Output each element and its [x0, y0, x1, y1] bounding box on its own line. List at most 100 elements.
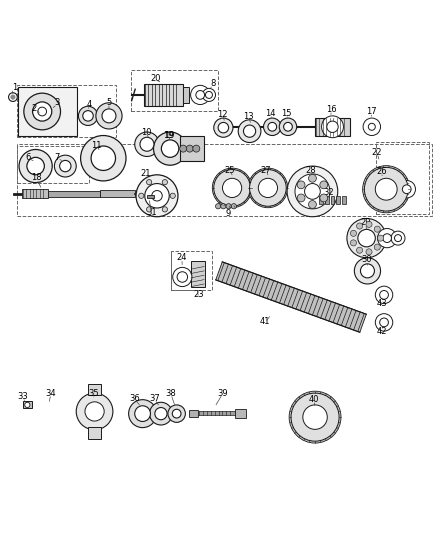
Circle shape [91, 146, 116, 171]
Bar [191, 261, 205, 287]
Circle shape [358, 229, 375, 247]
Bar [22, 401, 32, 408]
Circle shape [248, 168, 288, 208]
Bar [376, 142, 428, 214]
Text: 1: 1 [12, 83, 17, 92]
Circle shape [289, 391, 341, 443]
Circle shape [177, 272, 187, 282]
Text: 7: 7 [55, 153, 60, 162]
Circle shape [350, 240, 357, 246]
Circle shape [83, 111, 93, 121]
Text: 5: 5 [106, 98, 112, 107]
Circle shape [147, 180, 152, 185]
Text: 16: 16 [326, 105, 337, 114]
Bar [21, 189, 48, 198]
Circle shape [284, 123, 292, 131]
Circle shape [374, 244, 380, 250]
Circle shape [364, 167, 408, 211]
Circle shape [139, 193, 144, 198]
Bar [342, 196, 346, 204]
Circle shape [366, 221, 372, 228]
Circle shape [170, 193, 175, 198]
Text: 19: 19 [163, 131, 174, 140]
Text: 22: 22 [372, 148, 382, 157]
Text: 37: 37 [149, 394, 160, 403]
Circle shape [375, 313, 393, 331]
Bar [189, 410, 198, 417]
Bar [88, 384, 101, 395]
Circle shape [186, 145, 193, 152]
Text: 19: 19 [164, 131, 174, 140]
Text: 11: 11 [92, 141, 102, 150]
Circle shape [218, 123, 229, 133]
Circle shape [360, 264, 374, 278]
Circle shape [19, 149, 52, 183]
Text: 38: 38 [166, 389, 177, 398]
Circle shape [196, 91, 205, 99]
Bar [325, 196, 328, 204]
Text: 41: 41 [260, 317, 270, 326]
Text: 15: 15 [282, 109, 292, 118]
Text: 9: 9 [226, 209, 231, 218]
Circle shape [297, 194, 305, 202]
Circle shape [172, 409, 181, 418]
Circle shape [168, 405, 185, 422]
Circle shape [368, 123, 375, 130]
Circle shape [380, 290, 389, 299]
Circle shape [205, 92, 212, 99]
Text: 17: 17 [366, 107, 376, 116]
Circle shape [363, 166, 410, 213]
Circle shape [173, 268, 192, 287]
Circle shape [250, 169, 286, 206]
Circle shape [60, 160, 71, 172]
Circle shape [375, 286, 393, 304]
Circle shape [357, 247, 363, 253]
Bar [144, 84, 183, 106]
Circle shape [403, 185, 411, 193]
Circle shape [395, 235, 402, 241]
Circle shape [366, 249, 372, 255]
Circle shape [226, 204, 231, 209]
Circle shape [25, 402, 30, 408]
Text: 29: 29 [360, 219, 371, 228]
Circle shape [320, 194, 328, 202]
Circle shape [297, 181, 305, 189]
Text: 12: 12 [217, 110, 228, 119]
Circle shape [327, 121, 338, 133]
Circle shape [221, 204, 226, 209]
Text: 36: 36 [129, 394, 140, 403]
Circle shape [350, 230, 357, 237]
Circle shape [162, 180, 167, 185]
Text: 14: 14 [265, 109, 276, 118]
Circle shape [303, 405, 327, 430]
Bar [17, 144, 431, 216]
Circle shape [162, 207, 167, 212]
Text: 21: 21 [141, 169, 151, 179]
Circle shape [363, 118, 381, 135]
Bar [180, 136, 204, 161]
Text: 31: 31 [146, 208, 157, 217]
Text: 25: 25 [224, 166, 235, 175]
Text: 40: 40 [309, 395, 319, 403]
Text: 33: 33 [17, 392, 28, 401]
Circle shape [145, 183, 169, 208]
Circle shape [34, 103, 50, 119]
Text: 35: 35 [88, 389, 99, 398]
Circle shape [152, 190, 162, 201]
Circle shape [320, 181, 328, 189]
Text: 32: 32 [324, 188, 334, 197]
Bar [100, 190, 135, 197]
Circle shape [81, 135, 126, 181]
Circle shape [135, 132, 159, 157]
Circle shape [374, 226, 380, 232]
Circle shape [244, 125, 256, 138]
Circle shape [214, 169, 251, 206]
Circle shape [223, 179, 242, 198]
Circle shape [24, 93, 60, 130]
Circle shape [155, 408, 167, 420]
Circle shape [354, 258, 381, 284]
Text: 8: 8 [211, 79, 216, 88]
Circle shape [268, 123, 277, 131]
Circle shape [129, 400, 156, 427]
Text: 34: 34 [46, 389, 56, 398]
